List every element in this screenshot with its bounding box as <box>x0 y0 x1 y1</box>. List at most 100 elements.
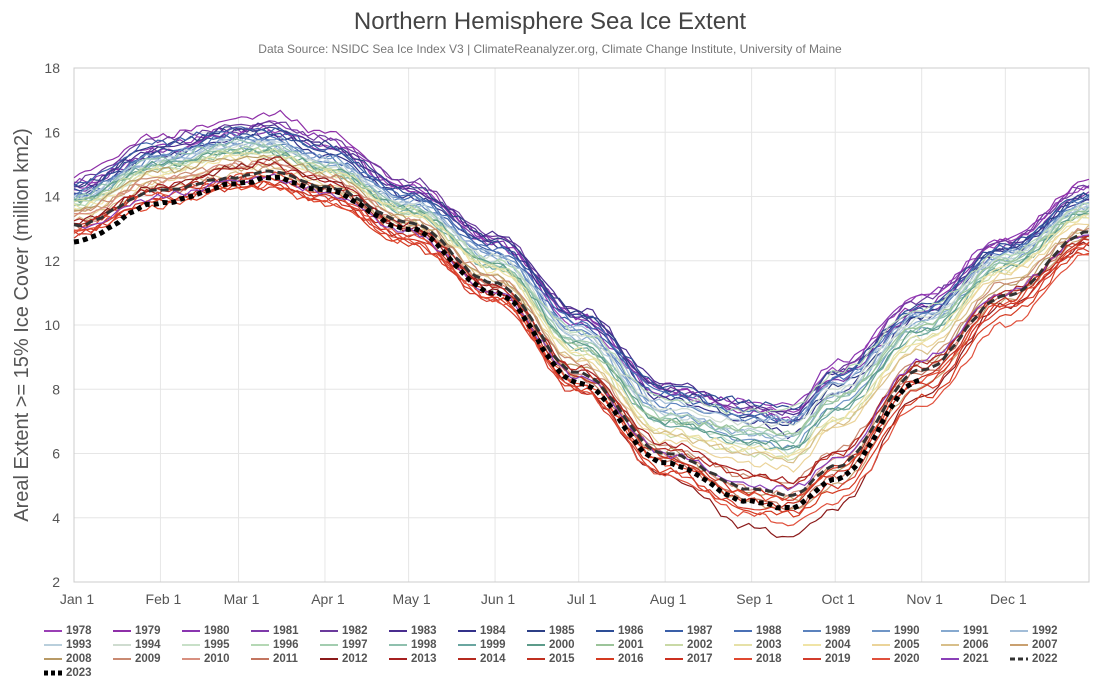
legend-swatch <box>941 658 959 660</box>
legend-label: 2019 <box>825 653 851 665</box>
x-tick-label: Feb 1 <box>146 591 182 607</box>
legend-item-2013[interactable]: 2013 <box>389 652 458 666</box>
legend-label: 1982 <box>342 625 368 637</box>
x-tick-label: Dec 1 <box>990 591 1027 607</box>
legend-item-2009[interactable]: 2009 <box>113 652 182 666</box>
legend-item-2014[interactable]: 2014 <box>458 652 527 666</box>
legend-item-1987[interactable]: 1987 <box>665 624 734 638</box>
legend-item-2010[interactable]: 2010 <box>182 652 251 666</box>
legend-item-1998[interactable]: 1998 <box>389 638 458 652</box>
legend-swatch <box>113 644 131 646</box>
legend-item-2015[interactable]: 2015 <box>527 652 596 666</box>
legend-item-2012[interactable]: 2012 <box>320 652 389 666</box>
legend-swatch <box>389 630 407 632</box>
legend-item-1981[interactable]: 1981 <box>251 624 320 638</box>
legend-label: 1998 <box>411 639 437 651</box>
legend-swatch <box>527 630 545 632</box>
y-axis-ticks: 2 4 6 8 10 12 14 16 18 <box>44 60 60 590</box>
legend-label: 2016 <box>618 653 644 665</box>
series-line-1998 <box>73 138 1090 445</box>
legend-item-2000[interactable]: 2000 <box>527 638 596 652</box>
legend-item-1996[interactable]: 1996 <box>251 638 320 652</box>
legend-item-1991[interactable]: 1991 <box>941 624 1010 638</box>
legend-label: 2000 <box>549 639 575 651</box>
legend-item-2022[interactable]: 2022 <box>1010 652 1079 666</box>
legend-label: 1999 <box>480 639 506 651</box>
legend-swatch <box>320 658 338 660</box>
legend-item-1980[interactable]: 1980 <box>182 624 251 638</box>
legend-swatch <box>1010 657 1028 661</box>
legend-swatch <box>1010 630 1028 632</box>
legend-label: 1981 <box>273 625 299 637</box>
series-line-1994 <box>74 139 1090 430</box>
legend-item-1983[interactable]: 1983 <box>389 624 458 638</box>
legend-item-2016[interactable]: 2016 <box>596 652 665 666</box>
legend-label: 1997 <box>342 639 368 651</box>
legend-item-2018[interactable]: 2018 <box>734 652 803 666</box>
legend-label: 2014 <box>480 653 506 665</box>
legend-swatch <box>734 658 752 660</box>
legend-item-1995[interactable]: 1995 <box>182 638 251 652</box>
legend-item-2001[interactable]: 2001 <box>596 638 665 652</box>
legend-label: 2015 <box>549 653 575 665</box>
legend-item-1984[interactable]: 1984 <box>458 624 527 638</box>
legend-item-1982[interactable]: 1982 <box>320 624 389 638</box>
legend-item-1994[interactable]: 1994 <box>113 638 182 652</box>
y-tick-label: 18 <box>44 60 60 76</box>
chart-title: Northern Hemisphere Sea Ice Extent <box>353 8 747 35</box>
legend-item-1992[interactable]: 1992 <box>1010 624 1079 638</box>
series-line-2007 <box>73 163 1090 513</box>
legend-item-1989[interactable]: 1989 <box>803 624 872 638</box>
legend-item-2021[interactable]: 2021 <box>941 652 1010 666</box>
series-line-1979 <box>73 109 1090 422</box>
y-tick-label: 6 <box>52 446 60 462</box>
legend-label: 1996 <box>273 639 299 651</box>
legend-label: 2006 <box>963 639 989 651</box>
legend-item-1997[interactable]: 1997 <box>320 638 389 652</box>
x-tick-label: Jan 1 <box>60 591 94 607</box>
legend-label: 1980 <box>204 625 230 637</box>
legend-label: 1992 <box>1032 625 1058 637</box>
legend-item-2023[interactable]: 2023 <box>44 666 113 680</box>
legend-item-1990[interactable]: 1990 <box>872 624 941 638</box>
series-line-1999 <box>73 146 1090 451</box>
legend-label: 1984 <box>480 625 506 637</box>
legend-item-2007[interactable]: 2007 <box>1010 638 1079 652</box>
legend-label: 2023 <box>66 667 92 679</box>
legend-item-2019[interactable]: 2019 <box>803 652 872 666</box>
legend-item-1986[interactable]: 1986 <box>596 624 665 638</box>
legend-swatch <box>665 630 683 632</box>
legend-item-1985[interactable]: 1985 <box>527 624 596 638</box>
series-line-1988 <box>73 131 1090 422</box>
legend-item-2004[interactable]: 2004 <box>803 638 872 652</box>
series-line-2002 <box>73 147 1089 462</box>
y-tick-label: 8 <box>52 381 60 397</box>
legend-item-2002[interactable]: 2002 <box>665 638 734 652</box>
y-tick-label: 4 <box>52 510 60 526</box>
legend-item-2008[interactable]: 2008 <box>44 652 113 666</box>
series-line-1986 <box>73 128 1090 411</box>
legend-item-2005[interactable]: 2005 <box>872 638 941 652</box>
legend-swatch <box>251 630 269 632</box>
x-tick-label: Jul 1 <box>567 591 597 607</box>
legend-label: 2021 <box>963 653 989 665</box>
y-axis-label: Areal Extent >= 15% Ice Cover (million k… <box>11 128 33 522</box>
legend-item-1993[interactable]: 1993 <box>44 638 113 652</box>
legend-item-1979[interactable]: 1979 <box>113 624 182 638</box>
series-line-2013 <box>73 161 1090 485</box>
legend-item-2017[interactable]: 2017 <box>665 652 734 666</box>
legend-item-2003[interactable]: 2003 <box>734 638 803 652</box>
legend-item-1999[interactable]: 1999 <box>458 638 527 652</box>
legend-swatch <box>44 670 62 676</box>
legend-item-1978[interactable]: 1978 <box>44 624 113 638</box>
legend-swatch <box>872 644 890 646</box>
legend: 1978 1979 1980 1981 1982 1983 1984 1985 1986 1987… <box>44 624 1084 680</box>
x-tick-label: Oct 1 <box>822 591 856 607</box>
legend-item-1988[interactable]: 1988 <box>734 624 803 638</box>
legend-item-2006[interactable]: 2006 <box>941 638 1010 652</box>
legend-label: 2009 <box>135 653 161 665</box>
legend-label: 2022 <box>1032 653 1058 665</box>
legend-item-2011[interactable]: 2011 <box>251 652 320 666</box>
series-line-1993 <box>73 138 1090 440</box>
legend-item-2020[interactable]: 2020 <box>872 652 941 666</box>
